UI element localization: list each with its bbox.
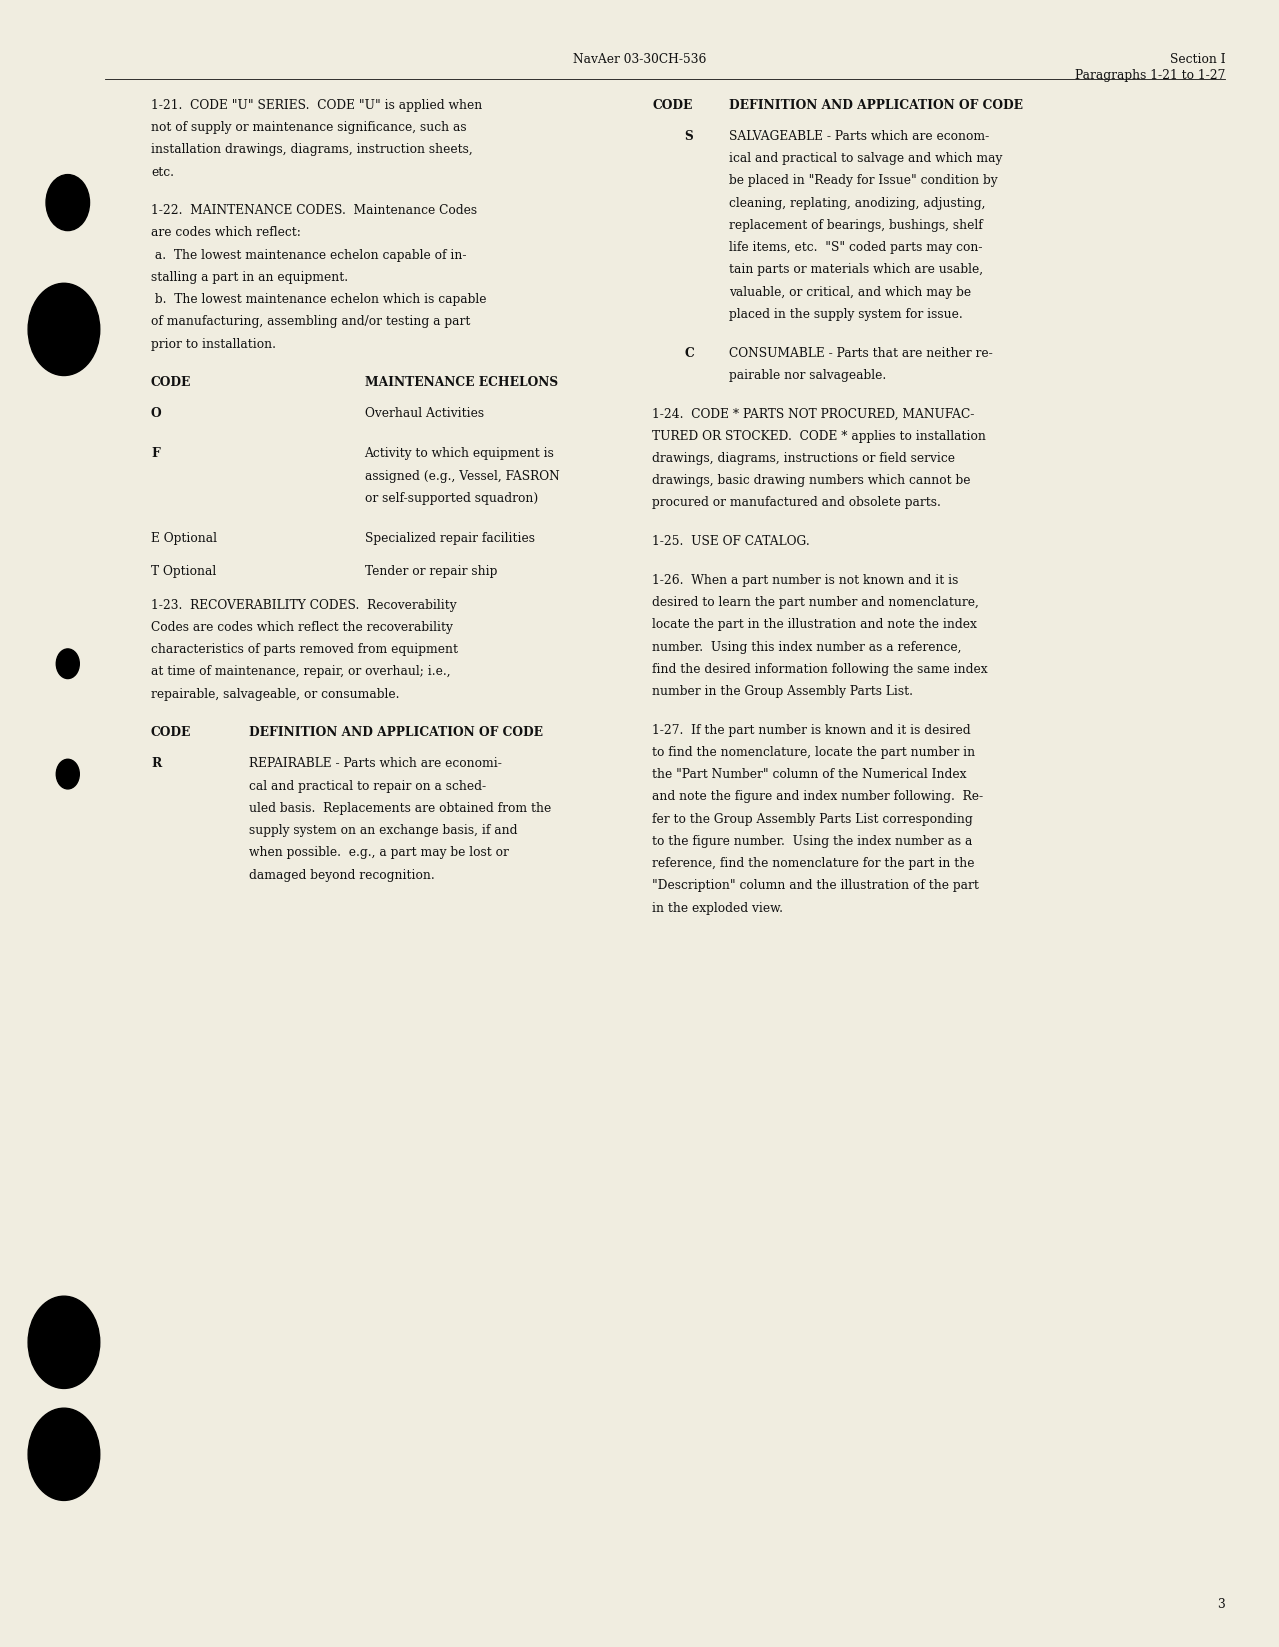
Text: CODE: CODE [151,726,192,740]
Text: NavAer 03-30CH-536: NavAer 03-30CH-536 [573,53,706,66]
Text: S: S [684,130,693,143]
Text: DEFINITION AND APPLICATION OF CODE: DEFINITION AND APPLICATION OF CODE [729,99,1023,112]
Text: placed in the supply system for issue.: placed in the supply system for issue. [729,308,963,321]
Text: Tender or repair ship: Tender or repair ship [365,565,496,578]
Text: when possible.  e.g., a part may be lost or: when possible. e.g., a part may be lost … [249,847,509,860]
Text: repairable, salvageable, or consumable.: repairable, salvageable, or consumable. [151,687,399,700]
Text: ical and practical to salvage and which may: ical and practical to salvage and which … [729,152,1003,165]
Text: CODE: CODE [652,99,693,112]
Text: locate the part in the illustration and note the index: locate the part in the illustration and … [652,618,977,631]
Circle shape [28,283,100,376]
Text: O: O [151,407,161,420]
Text: life items, etc.  "S" coded parts may con-: life items, etc. "S" coded parts may con… [729,240,982,254]
Text: MAINTENANCE ECHELONS: MAINTENANCE ECHELONS [365,376,558,389]
Circle shape [28,1408,100,1500]
Text: desired to learn the part number and nomenclature,: desired to learn the part number and nom… [652,596,980,609]
Text: cleaning, replating, anodizing, adjusting,: cleaning, replating, anodizing, adjustin… [729,196,986,209]
Text: be placed in "Ready for Issue" condition by: be placed in "Ready for Issue" condition… [729,175,998,188]
Text: 1-27.  If the part number is known and it is desired: 1-27. If the part number is known and it… [652,723,971,736]
Text: SALVAGEABLE - Parts which are econom-: SALVAGEABLE - Parts which are econom- [729,130,989,143]
Text: installation drawings, diagrams, instruction sheets,: installation drawings, diagrams, instruc… [151,143,473,156]
Text: Paragraphs 1-21 to 1-27: Paragraphs 1-21 to 1-27 [1074,69,1225,82]
Text: procured or manufactured and obsolete parts.: procured or manufactured and obsolete pa… [652,496,941,509]
Text: b.  The lowest maintenance echelon which is capable: b. The lowest maintenance echelon which … [151,293,486,306]
Text: 1-25.  USE OF CATALOG.: 1-25. USE OF CATALOG. [652,535,810,548]
Text: reference, find the nomenclature for the part in the: reference, find the nomenclature for the… [652,856,975,870]
Text: 1-24.  CODE * PARTS NOT PROCURED, MANUFAC-: 1-24. CODE * PARTS NOT PROCURED, MANUFAC… [652,407,975,420]
Text: 1-22.  MAINTENANCE CODES.  Maintenance Codes: 1-22. MAINTENANCE CODES. Maintenance Cod… [151,204,477,217]
Text: assigned (e.g., Vessel, FASRON: assigned (e.g., Vessel, FASRON [365,469,559,483]
Text: DEFINITION AND APPLICATION OF CODE: DEFINITION AND APPLICATION OF CODE [249,726,544,740]
Text: T Optional: T Optional [151,565,216,578]
Circle shape [46,175,90,231]
Text: fer to the Group Assembly Parts List corresponding: fer to the Group Assembly Parts List cor… [652,812,973,825]
Circle shape [56,759,79,789]
Text: etc.: etc. [151,165,174,178]
Text: CODE: CODE [151,376,192,389]
Text: drawings, diagrams, instructions or field service: drawings, diagrams, instructions or fiel… [652,451,955,464]
Text: to find the nomenclature, locate the part number in: to find the nomenclature, locate the par… [652,746,976,759]
Text: or self-supported squadron): or self-supported squadron) [365,492,537,506]
Text: 1-23.  RECOVERABILITY CODES.  Recoverability: 1-23. RECOVERABILITY CODES. Recoverabili… [151,598,457,611]
Text: TURED OR STOCKED.  CODE * applies to installation: TURED OR STOCKED. CODE * applies to inst… [652,430,986,443]
Text: F: F [151,448,160,461]
Text: a.  The lowest maintenance echelon capable of in-: a. The lowest maintenance echelon capabl… [151,249,467,262]
Text: find the desired information following the same index: find the desired information following t… [652,662,987,675]
Text: CONSUMABLE - Parts that are neither re-: CONSUMABLE - Parts that are neither re- [729,346,993,359]
Text: at time of maintenance, repair, or overhaul; i.e.,: at time of maintenance, repair, or overh… [151,665,450,679]
Text: uled basis.  Replacements are obtained from the: uled basis. Replacements are obtained fr… [249,802,551,815]
Text: are codes which reflect:: are codes which reflect: [151,226,301,239]
Text: Section I: Section I [1170,53,1225,66]
Text: drawings, basic drawing numbers which cannot be: drawings, basic drawing numbers which ca… [652,474,971,488]
Text: Activity to which equipment is: Activity to which equipment is [365,448,554,461]
Text: not of supply or maintenance significance, such as: not of supply or maintenance significanc… [151,120,467,133]
Text: "Description" column and the illustration of the part: "Description" column and the illustratio… [652,879,980,893]
Text: supply system on an exchange basis, if and: supply system on an exchange basis, if a… [249,824,518,837]
Text: replacement of bearings, bushings, shelf: replacement of bearings, bushings, shelf [729,219,982,232]
Text: REPAIRABLE - Parts which are economi-: REPAIRABLE - Parts which are economi- [249,758,503,771]
Text: to the figure number.  Using the index number as a: to the figure number. Using the index nu… [652,835,972,848]
Text: 1-26.  When a part number is not known and it is: 1-26. When a part number is not known an… [652,573,959,586]
Text: pairable nor salvageable.: pairable nor salvageable. [729,369,886,382]
Text: 3: 3 [1218,1598,1225,1611]
Text: E Optional: E Optional [151,532,217,545]
Text: 1-21.  CODE "U" SERIES.  CODE "U" is applied when: 1-21. CODE "U" SERIES. CODE "U" is appli… [151,99,482,112]
Text: cal and practical to repair on a sched-: cal and practical to repair on a sched- [249,779,486,792]
Circle shape [28,1296,100,1388]
Text: damaged beyond recognition.: damaged beyond recognition. [249,868,435,881]
Text: number in the Group Assembly Parts List.: number in the Group Assembly Parts List. [652,685,913,698]
Text: of manufacturing, assembling and/or testing a part: of manufacturing, assembling and/or test… [151,315,471,328]
Circle shape [56,649,79,679]
Text: tain parts or materials which are usable,: tain parts or materials which are usable… [729,264,984,277]
Text: number.  Using this index number as a reference,: number. Using this index number as a ref… [652,641,962,654]
Text: Overhaul Activities: Overhaul Activities [365,407,483,420]
Text: R: R [151,758,161,771]
Text: stalling a part in an equipment.: stalling a part in an equipment. [151,270,348,283]
Text: Specialized repair facilities: Specialized repair facilities [365,532,535,545]
Text: characteristics of parts removed from equipment: characteristics of parts removed from eq… [151,642,458,656]
Text: C: C [684,346,694,359]
Text: Codes are codes which reflect the recoverability: Codes are codes which reflect the recove… [151,621,453,634]
Text: prior to installation.: prior to installation. [151,338,276,351]
Text: in the exploded view.: in the exploded view. [652,901,783,914]
Text: and note the figure and index number following.  Re-: and note the figure and index number fol… [652,791,984,804]
Text: the "Part Number" column of the Numerical Index: the "Part Number" column of the Numerica… [652,768,967,781]
Text: valuable, or critical, and which may be: valuable, or critical, and which may be [729,285,971,298]
